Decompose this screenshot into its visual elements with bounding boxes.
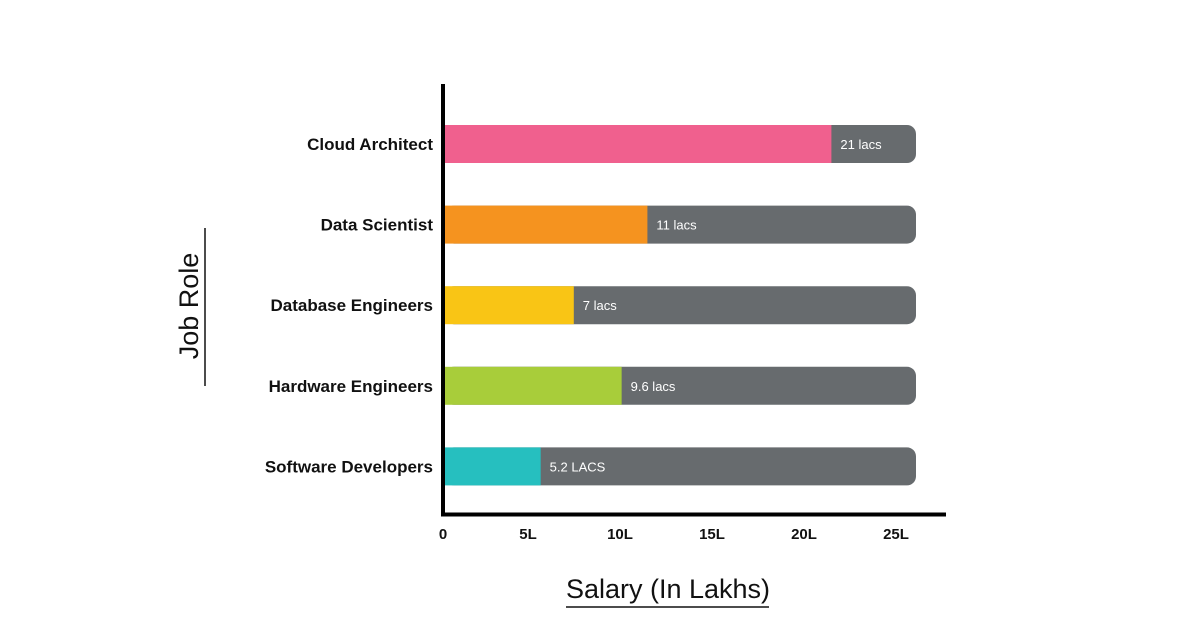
data-label-software-developers: 5.2 LACS [550, 459, 606, 474]
y-axis-title: Job Role [174, 253, 204, 360]
category-label-cloud-architect: Cloud Architect [307, 135, 433, 154]
x-tick-label-10L: 10L [607, 526, 633, 543]
bar-software-developers [445, 447, 541, 486]
x-tick-label-25L: 25L [883, 526, 909, 543]
x-tick-label-0: 0 [439, 526, 447, 543]
bar-hardware-engineers [445, 366, 622, 405]
data-label-data-scientist: 11 lacs [656, 218, 697, 233]
data-label-database-engineers: 7 lacs [583, 298, 617, 313]
data-label-cloud-architect: 21 lacs [840, 137, 882, 152]
category-label-software-developers: Software Developers [265, 457, 433, 476]
bar-data-scientist [445, 205, 648, 244]
data-label-hardware-engineers: 9.6 lacs [631, 379, 676, 394]
x-tick-label-20L: 20L [791, 526, 817, 543]
x-tick-label-5L: 5L [519, 526, 537, 543]
bar-cloud-architect [445, 125, 832, 163]
x-tick-label-15L: 15L [699, 526, 725, 543]
category-label-database-engineers: Database Engineers [270, 296, 433, 315]
category-label-hardware-engineers: Hardware Engineers [269, 377, 433, 396]
bar-database-engineers [445, 286, 574, 325]
x-axis-title: Salary (In Lakhs) [566, 574, 770, 604]
category-label-data-scientist: Data Scientist [321, 216, 434, 235]
bar-remainder-software-developers [445, 447, 916, 486]
